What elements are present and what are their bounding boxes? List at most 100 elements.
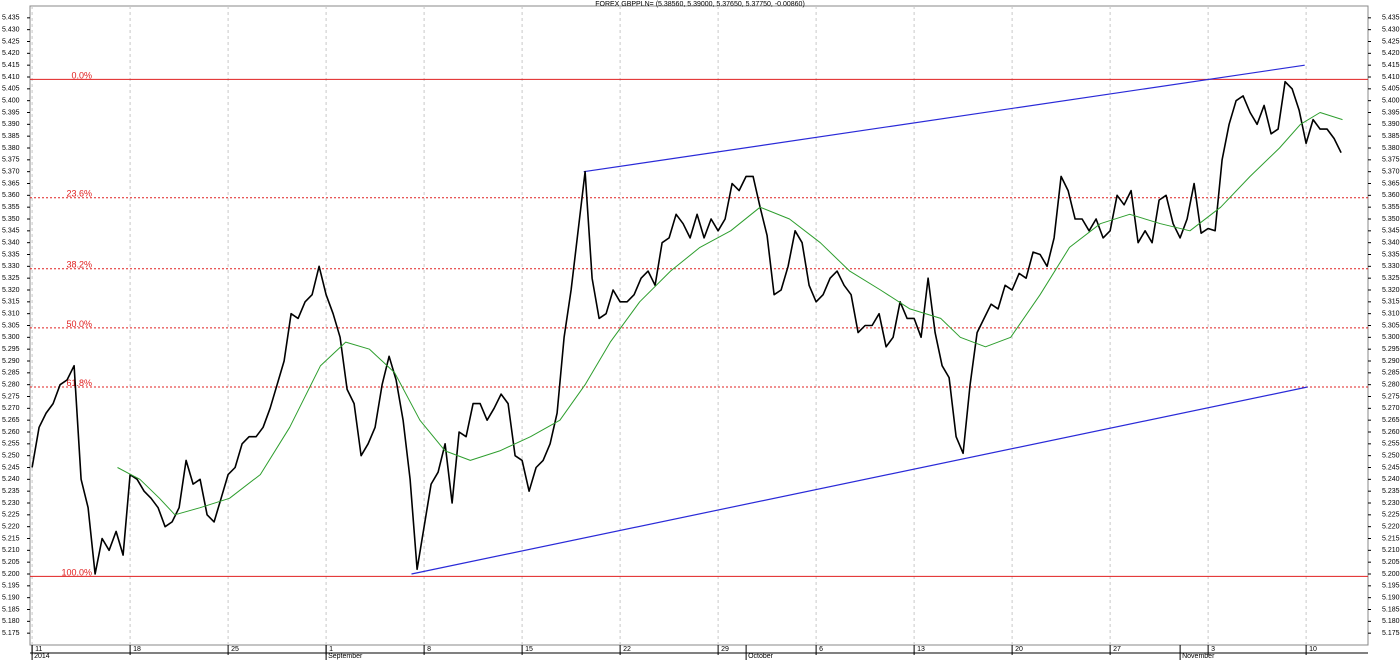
y-tick-label: 5.365	[2, 180, 20, 187]
y-tick-label: 5.270	[2, 405, 20, 412]
y-tick-label: 5.290	[2, 358, 20, 365]
y-tick-label: 5.315	[2, 299, 20, 306]
y-tick-label: 5.250	[2, 453, 20, 460]
y-tick-label: 5.230	[1382, 500, 1400, 507]
y-tick-label: 5.310	[1382, 311, 1400, 318]
y-tick-label: 5.410	[1382, 74, 1400, 81]
trend-line	[583, 64, 1305, 173]
plot-frame	[29, 5, 1369, 646]
y-tick-label: 5.340	[1382, 240, 1400, 247]
month-label: 2014	[34, 653, 50, 660]
y-tick-label: 5.345	[1382, 228, 1400, 235]
x-tick-label: 20	[1015, 646, 1023, 653]
x-tick-label: 25	[231, 646, 239, 653]
x-tick-label: 11	[35, 646, 42, 653]
y-tick-label: 5.355	[2, 204, 20, 211]
x-tick-label: 3	[1211, 646, 1215, 653]
y-tick-label: 5.435	[1382, 15, 1400, 22]
y-tick-label: 5.200	[1382, 571, 1400, 578]
y-tick-label: 5.230	[2, 500, 20, 507]
y-tick-label: 5.430	[2, 27, 20, 34]
y-tick-label: 5.380	[1382, 145, 1400, 152]
y-tick-label: 5.250	[1382, 453, 1400, 460]
y-tick-label: 5.420	[1382, 50, 1400, 57]
y-tick-label: 5.370	[2, 169, 20, 176]
level-label: 23.6%	[66, 189, 92, 199]
x-tick-label: 1	[329, 646, 333, 653]
y-tick-label: 5.345	[2, 228, 20, 235]
y-tick-label: 5.255	[1382, 441, 1400, 448]
y-tick-label: 5.320	[2, 287, 20, 294]
y-tick-label: 5.235	[2, 488, 20, 495]
y-tick-label: 5.260	[1382, 429, 1400, 436]
y-tick-label: 5.430	[1382, 27, 1400, 34]
level-label: 0.0%	[71, 70, 92, 80]
y-tick-label: 5.195	[1382, 583, 1400, 590]
y-tick-label: 5.285	[2, 370, 20, 377]
y-tick-label: 5.300	[2, 334, 20, 341]
y-tick-label: 5.415	[1382, 62, 1400, 69]
y-tick-label: 5.275	[2, 393, 20, 400]
y-tick-label: 5.305	[1382, 322, 1400, 329]
y-tick-label: 5.190	[1382, 595, 1400, 602]
y-tick-label: 5.210	[2, 547, 20, 554]
y-tick-label: 5.240	[1382, 476, 1400, 483]
x-tick-label: 27	[1113, 646, 1121, 653]
y-tick-label: 5.280	[2, 382, 20, 389]
y-tick-label: 5.265	[1382, 417, 1400, 424]
month-label: October	[748, 653, 774, 660]
y-tick-label: 5.335	[2, 251, 20, 258]
y-tick-label: 5.305	[2, 322, 20, 329]
y-tick-label: 5.365	[1382, 180, 1400, 187]
y-tick-label: 5.245	[2, 464, 20, 471]
y-tick-label: 5.215	[1382, 535, 1400, 542]
y-tick-label: 5.405	[2, 86, 20, 93]
y-tick-label: 5.190	[2, 595, 20, 602]
y-tick-label: 5.370	[1382, 169, 1400, 176]
y-tick-label: 5.260	[2, 429, 20, 436]
y-tick-label: 5.340	[2, 240, 20, 247]
y-tick-label: 5.220	[1382, 524, 1400, 531]
x-tick-label: 22	[623, 646, 631, 653]
y-tick-label: 5.255	[2, 441, 20, 448]
y-tick-label: 5.330	[1382, 263, 1400, 270]
price-line	[31, 80, 1342, 575]
y-tick-label: 5.270	[1382, 405, 1400, 412]
y-tick-label: 5.295	[2, 346, 20, 353]
y-tick-label: 5.330	[2, 263, 20, 270]
y-tick-label: 5.320	[1382, 287, 1400, 294]
trend-line	[411, 386, 1308, 575]
y-tick-label: 5.215	[2, 535, 20, 542]
y-tick-label: 5.300	[1382, 334, 1400, 341]
x-tick-label: 8	[427, 646, 431, 653]
y-tick-label: 5.390	[1382, 121, 1400, 128]
y-tick-label: 5.220	[2, 524, 20, 531]
y-tick-label: 5.290	[1382, 358, 1400, 365]
x-tick-label: 13	[917, 646, 925, 653]
y-tick-label: 5.210	[1382, 547, 1400, 554]
y-tick-label: 5.410	[2, 74, 20, 81]
y-tick-label: 5.350	[1382, 216, 1400, 223]
y-tick-label: 5.435	[2, 15, 20, 22]
y-tick-label: 5.425	[1382, 38, 1400, 45]
y-tick-label: 5.225	[2, 512, 20, 519]
chart-title: FOREX GBPPLN= (5.38560, 5.39000, 5.37650…	[595, 1, 805, 8]
y-tick-label: 5.420	[2, 50, 20, 57]
y-tick-label: 5.385	[1382, 133, 1400, 140]
moving-average-line	[117, 112, 1343, 516]
y-tick-label: 5.415	[2, 62, 20, 69]
y-tick-label: 5.205	[2, 559, 20, 566]
y-tick-label: 5.200	[2, 571, 20, 578]
x-tick-label: 10	[1309, 646, 1317, 653]
level-label: 50.0%	[66, 319, 92, 329]
y-tick-label: 5.180	[2, 618, 20, 625]
y-tick-label: 5.360	[2, 192, 20, 199]
y-tick-label: 5.360	[1382, 192, 1400, 199]
x-tick-label: 15	[525, 646, 533, 653]
y-tick-label: 5.400	[1382, 98, 1400, 105]
y-tick-label: 5.295	[1382, 346, 1400, 353]
y-tick-label: 5.285	[1382, 370, 1400, 377]
y-tick-label: 5.185	[1382, 606, 1400, 613]
y-tick-label: 5.325	[2, 275, 20, 282]
